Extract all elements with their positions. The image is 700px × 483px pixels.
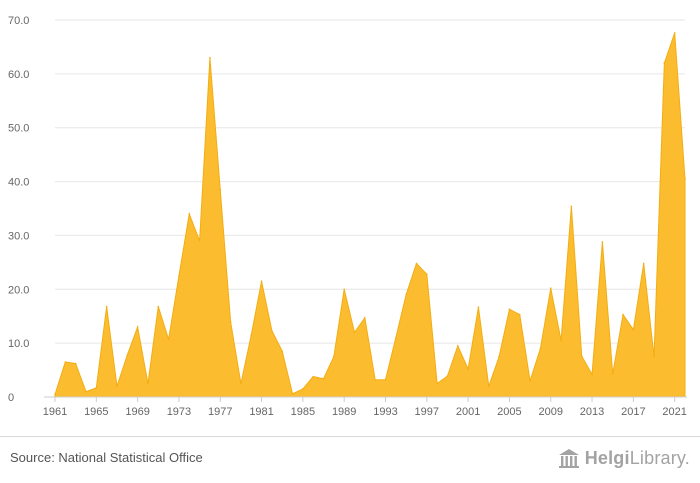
footer-divider [0,436,700,437]
data-point [157,305,160,308]
data-point [178,275,180,277]
y-tick-label: 60.0 [8,69,29,81]
data-point [622,313,624,316]
data-point [95,387,98,389]
library-building-icon [558,449,579,468]
data-point [529,380,531,382]
data-point [673,32,676,34]
data-point [343,288,345,291]
data-point [333,355,335,358]
y-tick-label: 30.0 [8,230,29,242]
data-point [74,362,77,365]
data-point [353,331,356,334]
area-series [54,32,686,398]
data-point [126,354,129,356]
y-tick-label: 50.0 [8,123,29,135]
data-point [271,329,273,332]
x-tick-label: 1973 [167,406,191,418]
data-point [456,345,459,347]
helgi-library-logo[interactable]: HelgiLibrary. [557,444,690,472]
data-point [477,306,480,308]
y-tick-label: 0 [8,392,14,404]
data-point [498,355,500,358]
data-point [54,393,56,396]
data-point [209,56,211,59]
x-tick-label: 2017 [621,406,645,418]
data-point [229,320,232,323]
data-point [663,62,666,64]
data-point [508,308,511,311]
data-point [260,280,263,283]
brand-rest: Library. [629,447,690,468]
data-point [415,262,418,265]
data-point [85,390,87,393]
x-tick-label: 1981 [249,406,273,418]
data-point [116,385,118,388]
data-point [446,375,449,377]
x-tick-label: 1985 [291,406,315,418]
brand-main: Helgi [584,447,630,468]
data-point [312,375,315,378]
data-point [436,382,438,385]
data-point [405,293,407,296]
data-point [384,378,387,381]
data-point [105,305,108,308]
data-point [302,388,304,390]
data-point [549,287,552,290]
data-point [64,361,67,363]
data-point [291,392,294,395]
x-tick-label: 1989 [332,406,356,418]
data-point [198,240,201,242]
y-tick-label: 40.0 [8,177,29,189]
x-tick-label: 1965 [84,406,108,418]
x-tick-label: 2013 [580,406,604,418]
data-point [364,317,366,319]
data-point [240,382,242,385]
data-point [560,339,562,342]
source-note: Source: National Statistical Office [10,450,203,465]
data-point [580,355,583,357]
data-point [250,334,253,336]
x-tick-label: 1977 [208,406,232,418]
data-point [167,338,170,341]
data-point [653,355,655,358]
data-point [374,378,376,381]
x-tick-label: 2021 [662,406,686,418]
data-point [136,326,139,328]
data-point [467,368,469,370]
x-tick-label: 1993 [373,406,397,418]
y-tick-label: 20.0 [8,284,29,296]
x-tick-label: 2001 [456,406,480,418]
data-point [684,178,686,180]
data-point [487,385,490,388]
data-point [570,205,573,208]
area-chart: 0 10.0 20.0 30.0 40.0 50.0 60.0 70.0 1961 1965 196… [8,15,687,418]
data-point [591,373,593,376]
data-point [642,262,645,265]
x-tick-label: 2005 [497,406,521,418]
x-tick-label: 2009 [538,406,562,418]
data-point [147,382,149,385]
x-tick-label: 1961 [43,406,67,418]
data-point [395,336,397,339]
data-point [632,328,635,331]
data-point [219,188,222,191]
x-tick-label: 1969 [125,406,149,418]
data-point [539,347,542,350]
brand-name: HelgiLibrary. [585,448,690,469]
y-tick-label: 70.0 [8,15,29,27]
data-point [426,273,428,276]
data-point [601,241,604,243]
data-point [518,313,521,316]
data-point [188,213,191,215]
data-point [611,373,614,375]
data-point [322,377,325,380]
data-point [281,350,284,353]
y-tick-label: 10.0 [8,338,29,350]
x-tick-label: 1997 [415,406,439,418]
